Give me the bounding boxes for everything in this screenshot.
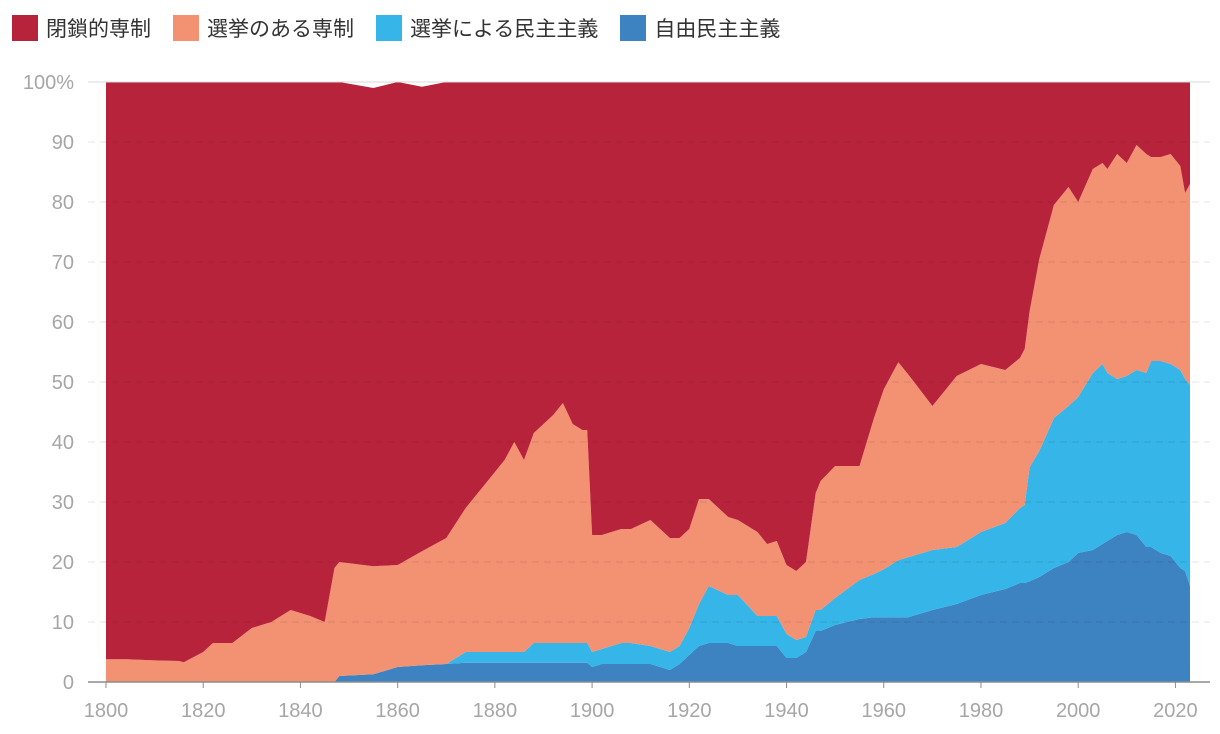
legend-swatch xyxy=(376,15,402,41)
legend-label: 自由民主主義 xyxy=(654,17,781,41)
area-series-3 xyxy=(106,82,1190,663)
legend-item-electoral-autocracy[interactable]: 選挙のある専制 xyxy=(173,13,354,43)
x-tick-label: 1900 xyxy=(570,700,615,722)
area-series-0 xyxy=(106,532,1190,682)
legend-swatch xyxy=(173,15,199,41)
y-tick-label: 40 xyxy=(52,432,74,454)
y-tick-label: 70 xyxy=(52,252,74,274)
y-tick-label: 10 xyxy=(52,612,74,634)
x-tick-label: 1880 xyxy=(473,700,518,722)
legend-item-closed-autocracy[interactable]: 閉鎖的専制 xyxy=(12,13,151,43)
area-series-2 xyxy=(106,145,1190,682)
x-tick-label: 1840 xyxy=(278,700,323,722)
y-tick-label: 90 xyxy=(52,132,74,154)
chart-areas xyxy=(106,82,1190,682)
legend: 閉鎖的専制 選挙のある専制 選挙による民主主義 自由民主主義 xyxy=(12,10,780,46)
chart-gridlines xyxy=(88,81,1210,683)
y-tick-label: 60 xyxy=(52,312,74,334)
y-tick-label: 0 xyxy=(63,672,74,694)
legend-label: 選挙のある専制 xyxy=(207,17,354,41)
x-tick-label: 1980 xyxy=(959,700,1004,722)
y-tick-label: 50 xyxy=(52,372,74,394)
x-tick-label: 1960 xyxy=(862,700,907,722)
area-series-1 xyxy=(106,361,1190,682)
y-axis-labels: 0 10 20 30 40 50 60 70 80 90 100% xyxy=(23,72,74,694)
x-axis: 1800 1820 1840 1860 1880 1900 1920 1940 1960 1980… xyxy=(84,682,1198,722)
x-tick-label: 1920 xyxy=(667,700,712,722)
legend-swatch xyxy=(620,15,647,41)
y-tick-label: 20 xyxy=(52,552,74,574)
y-tick-label: 30 xyxy=(52,492,74,514)
x-tick-label: 2020 xyxy=(1153,700,1198,722)
legend-label: 選挙による民主主義 xyxy=(410,17,599,41)
x-tick-label: 1800 xyxy=(84,700,129,722)
y-tick-label: 100% xyxy=(23,72,74,94)
x-tick-label: 1860 xyxy=(375,700,420,722)
legend-label: 閉鎖的専制 xyxy=(46,17,151,41)
legend-item-liberal-democracy[interactable]: 自由民主主義 xyxy=(620,13,780,43)
legend-swatch xyxy=(12,15,38,41)
legend-item-electoral-democracy[interactable]: 選挙による民主主義 xyxy=(376,13,598,43)
x-tick-label: 1940 xyxy=(764,700,809,722)
x-tick-label: 2000 xyxy=(1056,700,1101,722)
x-tick-label: 1820 xyxy=(181,700,226,722)
y-tick-label: 80 xyxy=(52,192,74,214)
